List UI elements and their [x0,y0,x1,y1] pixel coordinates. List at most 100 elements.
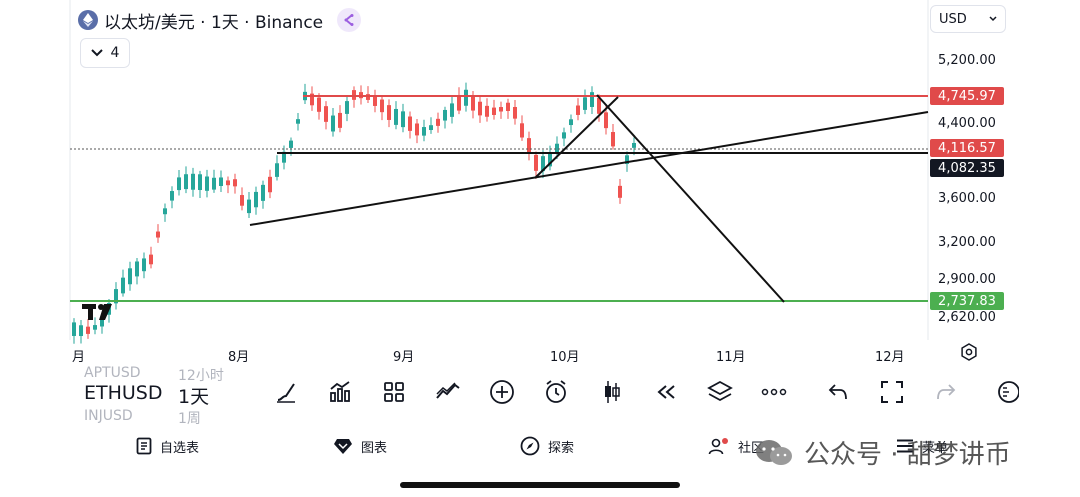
candle-body [611,132,615,146]
candle-body [534,155,538,171]
candle-body [317,98,321,112]
nav-watchlist-label: 自选表 [160,437,199,456]
candle-body [254,192,258,207]
time-tick: 10月 [550,346,580,365]
candle-body [191,174,195,190]
time-tick: 9月 [393,346,414,365]
candle-body [240,195,244,206]
brush-icon[interactable] [272,378,300,406]
time-tick: 12月 [875,346,905,365]
candle-body [226,180,230,185]
candle-body [86,327,90,334]
candle-body [72,322,76,336]
time-tick: 月 [72,346,85,365]
candle-body [247,200,251,213]
price-tick: 2,900.00 [938,272,996,287]
candle-body [366,94,370,100]
compass-icon [520,436,540,456]
candle-body [597,98,601,114]
level-price-label: 4,116.57 [930,139,1004,157]
candle-body [289,141,293,148]
time-tick: 11月 [716,346,746,365]
fullscreen-icon[interactable] [878,378,906,406]
candle-type-icon[interactable] [598,378,626,406]
candle-body [492,108,496,115]
compare-icon[interactable] [434,378,462,406]
candle-body [576,106,580,115]
redo-icon[interactable] [932,378,960,406]
candle-body [198,174,202,190]
candle-body [513,107,517,119]
chart-nav-icon [333,437,353,455]
candle-body [296,119,300,124]
nav-chart[interactable]: 图表 [333,432,387,460]
candle-body [142,258,146,271]
price-tick: 3,600.00 [938,191,996,206]
candle-body [527,138,531,154]
price-chart[interactable] [0,0,1080,370]
candle-body [345,101,349,114]
nav-explore-label: 探索 [548,437,574,456]
candle-body [184,174,188,189]
timeframe-button[interactable]: 1天 [178,382,209,409]
candle-body [373,96,377,105]
candle-body [128,268,132,284]
candle-body [618,186,622,198]
candle-body [149,255,153,265]
tradingview-logo-icon [82,302,118,326]
ghost-symbol: APTUSD [84,365,141,381]
candle-body [401,111,405,127]
candle-body [408,117,412,131]
more-icon[interactable] [760,378,788,406]
candle-body [499,107,503,111]
alert-icon[interactable] [542,378,570,406]
ruler-icon[interactable] [992,378,1020,406]
add-icon[interactable] [488,378,516,406]
candle-body [485,106,489,117]
candle-body [338,113,342,128]
wechat-icon [754,438,794,468]
time-tick: 8月 [228,346,249,365]
layers-icon[interactable] [706,378,734,406]
chart-settings-icon[interactable] [960,343,978,365]
candle-body [177,177,181,190]
support-price-label: 2,737.83 [930,292,1004,310]
candle-body [219,177,223,186]
candle-body [583,97,587,110]
candle-body [275,163,279,177]
candle-body [450,103,454,116]
last-price-label: 4,082.35 [930,159,1004,177]
nav-chart-label: 图表 [361,437,387,456]
replay-icon[interactable] [652,378,680,406]
candle-body [380,100,384,113]
candle-body [632,143,636,148]
candle-body [457,95,461,110]
ascending-trendline[interactable] [250,112,928,225]
symbol-button[interactable]: ETHUSD [84,382,163,404]
community-icon [708,437,730,455]
descending-projection-line[interactable] [597,95,784,302]
nav-watchlist[interactable]: 自选表 [136,432,199,460]
candle-body [268,177,272,192]
candle-body [590,92,594,107]
price-tick: 3,200.00 [938,235,996,250]
watermark-text: 公众号 · 甜梦讲币 [804,434,1011,471]
candle-body [212,178,216,190]
candle-body [394,109,398,125]
candle-body [352,90,356,100]
candle-body [443,110,447,121]
price-tick: 4,400.00 [938,116,996,131]
templates-icon[interactable] [380,378,408,406]
candle-body [156,232,160,238]
candle-body [422,127,426,136]
indicators-icon[interactable] [326,378,354,406]
candle-body [135,261,139,276]
candle-body [429,125,433,130]
candle-body [261,185,265,201]
candle-body [569,119,573,125]
nav-explore[interactable]: 探索 [520,432,574,460]
candle-body [506,103,510,111]
undo-icon[interactable] [824,378,852,406]
resistance-price-label: 4,745.97 [930,87,1004,105]
